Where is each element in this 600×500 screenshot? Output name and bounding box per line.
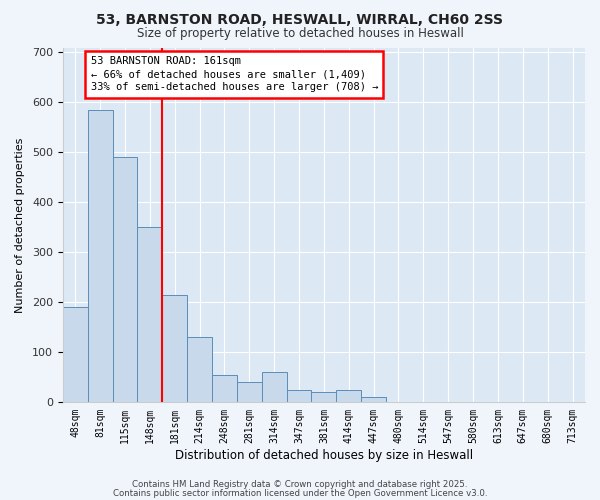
Y-axis label: Number of detached properties: Number of detached properties: [15, 138, 25, 312]
Text: Contains public sector information licensed under the Open Government Licence v3: Contains public sector information licen…: [113, 488, 487, 498]
Bar: [137, 228, 162, 402]
Bar: [88, 110, 113, 403]
Text: Size of property relative to detached houses in Heswall: Size of property relative to detached ho…: [137, 28, 463, 40]
Bar: [113, 158, 137, 402]
Bar: [63, 308, 88, 402]
Bar: [237, 382, 262, 402]
X-axis label: Distribution of detached houses by size in Heswall: Distribution of detached houses by size …: [175, 450, 473, 462]
Bar: [187, 338, 212, 402]
Bar: [311, 392, 337, 402]
Bar: [212, 375, 237, 402]
Text: 53, BARNSTON ROAD, HESWALL, WIRRAL, CH60 2SS: 53, BARNSTON ROAD, HESWALL, WIRRAL, CH60…: [97, 12, 503, 26]
Text: Contains HM Land Registry data © Crown copyright and database right 2025.: Contains HM Land Registry data © Crown c…: [132, 480, 468, 489]
Bar: [162, 295, 187, 403]
Bar: [262, 372, 287, 402]
Text: 53 BARNSTON ROAD: 161sqm
← 66% of detached houses are smaller (1,409)
33% of sem: 53 BARNSTON ROAD: 161sqm ← 66% of detach…: [91, 56, 378, 92]
Bar: [361, 398, 386, 402]
Bar: [337, 390, 361, 402]
Bar: [287, 390, 311, 402]
